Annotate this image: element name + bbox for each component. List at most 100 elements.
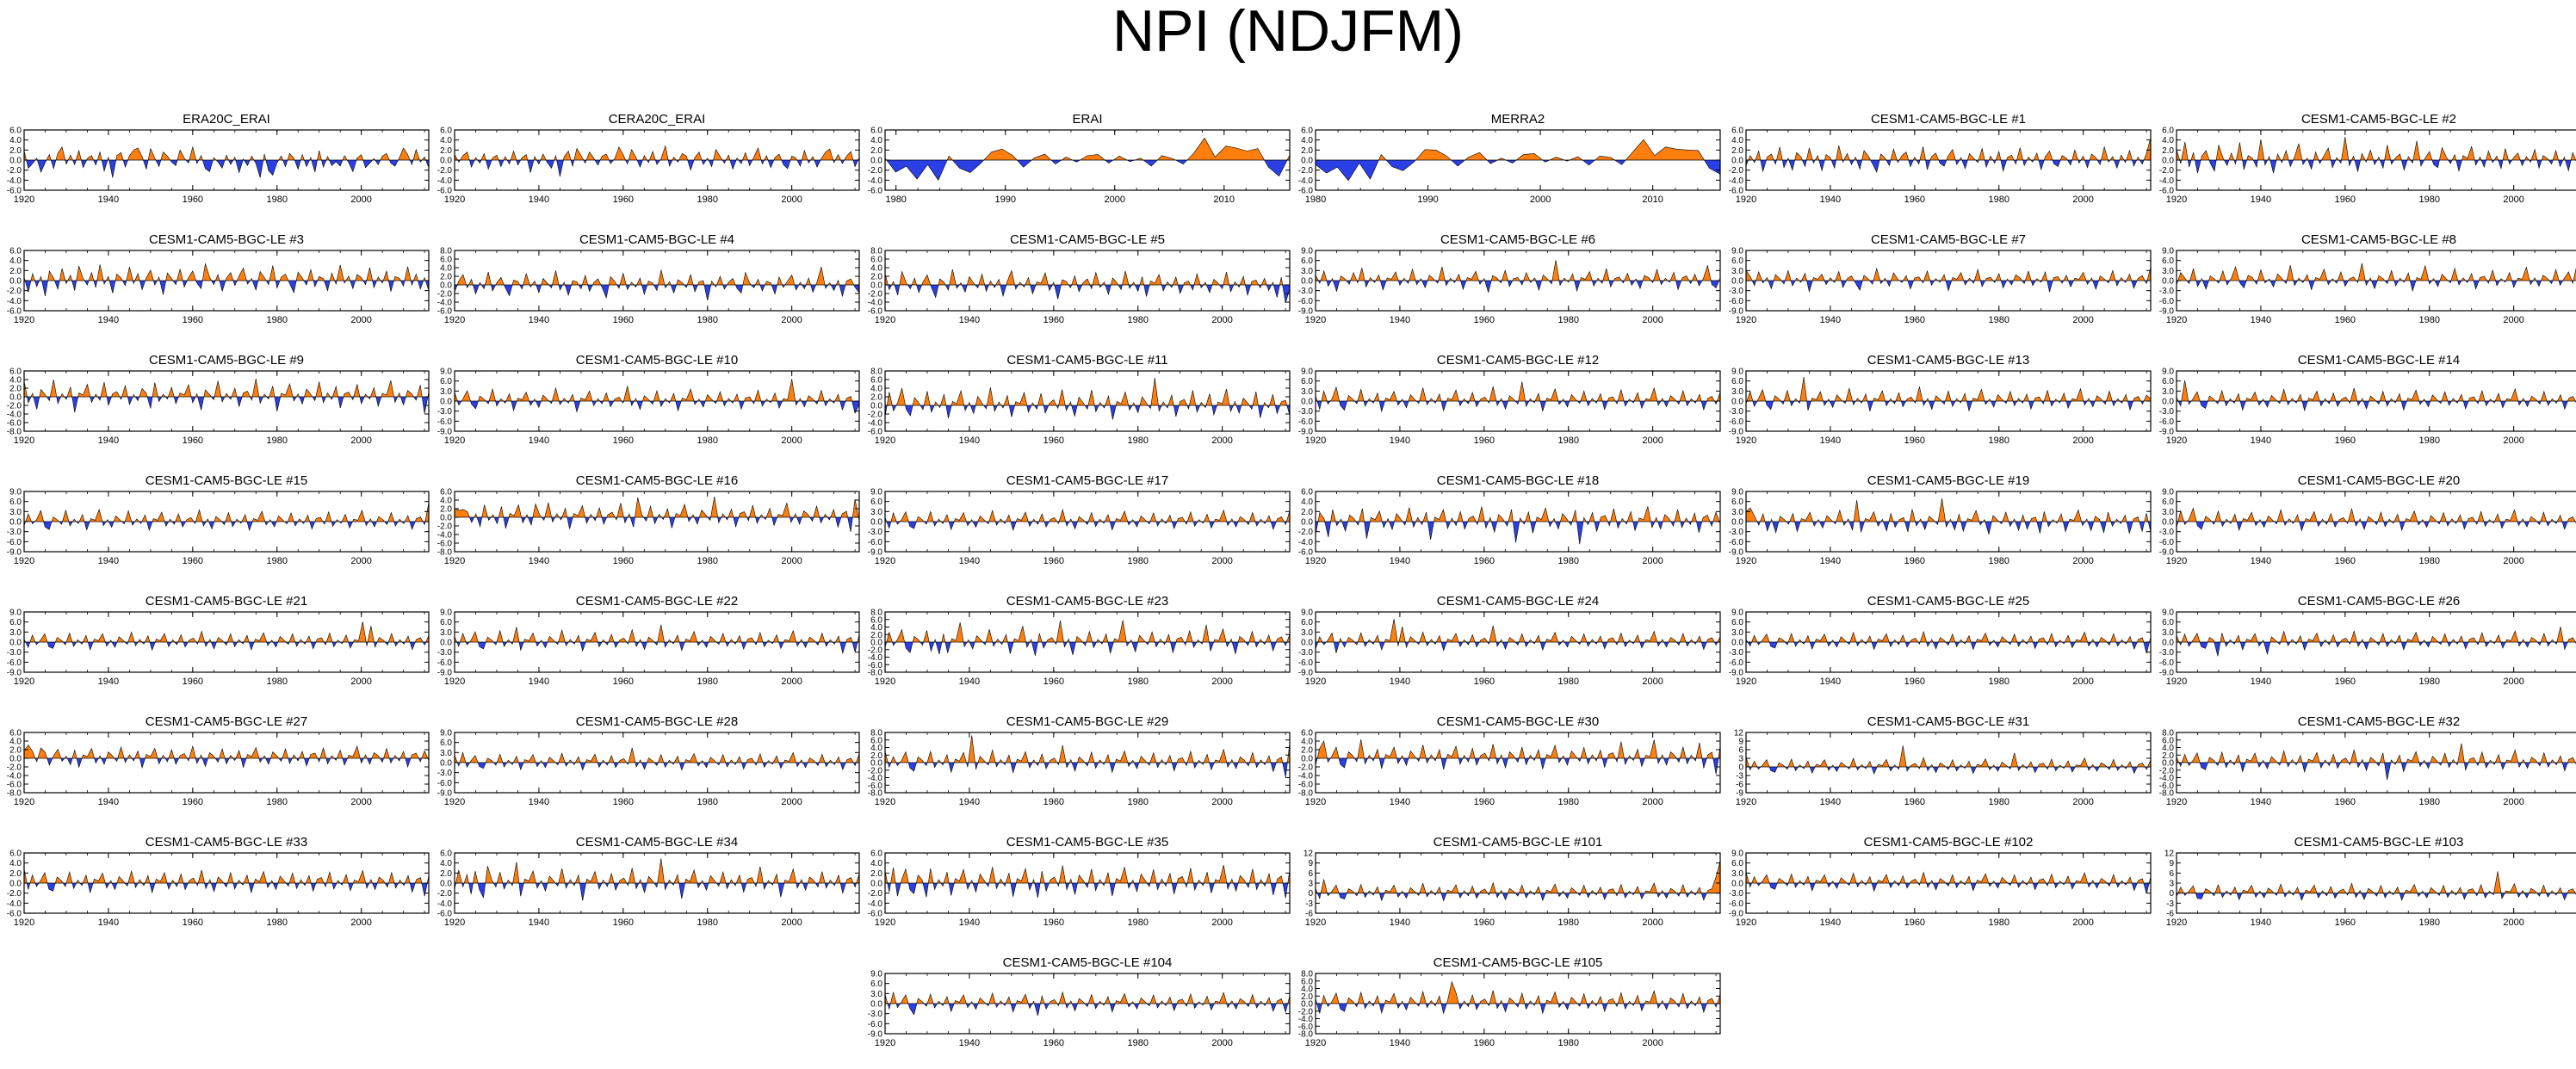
x-tick-label: 1940 — [959, 315, 980, 325]
x-tick-label: 1960 — [1043, 436, 1064, 446]
y-tick-label: 4.0 — [1731, 136, 1743, 145]
x-tick-label: 1980 — [267, 556, 288, 566]
positive-area — [1746, 267, 2151, 281]
y-tick-label: -6.0 — [437, 540, 453, 549]
y-tick-label: -6 — [1305, 910, 1313, 919]
y-tick-label: -6.0 — [1729, 538, 1744, 547]
y-tick-label: 6 — [1738, 746, 1743, 756]
x-tick-label: 1960 — [613, 677, 634, 687]
x-tick-label: 1980 — [2419, 556, 2440, 566]
y-tick-label: -6.0 — [1298, 417, 1314, 427]
x-tick-label: 1920 — [1736, 436, 1756, 446]
x-tick-label: 1980 — [1989, 797, 2009, 807]
y-tick-label: -8.0 — [1298, 789, 1314, 799]
x-tick-label: 1960 — [2335, 315, 2356, 325]
x-tick-label: 1980 — [1305, 195, 1326, 205]
x-tick-label: 1940 — [98, 556, 119, 566]
y-tick-label: 0.0 — [2162, 759, 2174, 769]
y-tick-label: -6.0 — [437, 779, 453, 788]
y-tick-label: 6.0 — [440, 127, 452, 136]
y-tick-label: 0.0 — [870, 759, 882, 769]
x-tick-label: 2000 — [2072, 195, 2093, 205]
x-tick-label: 1920 — [1305, 1038, 1326, 1048]
panel: CESM1-CAM5-BGC-LE #22 9.06.03.00.0-3.0-6.… — [437, 594, 860, 687]
panel-title: CESM1-CAM5-BGC-LE #105 — [1434, 955, 1603, 970]
x-tick-label: 1920 — [14, 677, 34, 687]
panel: CESM1-CAM5-BGC-LE #26 9.06.03.00.0-3.0-6.… — [2159, 594, 2576, 687]
x-tick-label: 2000 — [781, 797, 802, 807]
y-tick-label: -9.0 — [1298, 428, 1314, 437]
y-tick-label: -4.0 — [868, 653, 883, 663]
y-tick-label: 0.0 — [9, 755, 22, 764]
plot-frame — [454, 250, 860, 312]
x-tick-label: 2000 — [1530, 195, 1551, 205]
x-tick-label: 2000 — [350, 436, 371, 446]
x-tick-label: 1980 — [1128, 797, 1149, 807]
x-tick-label: 1980 — [1128, 1038, 1149, 1048]
figure-title: NPI (NDJFM) — [1112, 0, 1464, 64]
positive-area — [2177, 508, 2576, 522]
x-tick-label: 1980 — [1128, 436, 1149, 446]
series-line — [24, 378, 429, 414]
x-tick-label: 2000 — [1211, 918, 1232, 928]
y-tick-label: -6.0 — [2159, 297, 2175, 306]
y-tick-label: -2.0 — [437, 522, 453, 532]
positive-area — [2177, 137, 2576, 160]
panel-title: CESM1-CAM5-BGC-LE #30 — [1437, 714, 1599, 729]
x-tick-label: 1920 — [2166, 315, 2187, 325]
y-tick-label: 6.0 — [1731, 618, 1743, 627]
y-tick-label: -3.0 — [1298, 648, 1314, 658]
panel: CESM1-CAM5-BGC-LE #11 8.06.04.02.00.0-2.0… — [868, 353, 1291, 446]
y-tick-label: 4.0 — [9, 859, 22, 868]
positive-area — [885, 865, 1290, 883]
y-tick-label: 2.0 — [440, 869, 452, 879]
y-tick-label: 3.0 — [440, 628, 452, 638]
x-tick-label: 1960 — [1904, 556, 1925, 566]
panel-title: CESM1-CAM5-BGC-LE #11 — [1006, 353, 1167, 368]
y-tick-label: 0.0 — [1731, 277, 1743, 287]
x-tick-label: 1960 — [613, 315, 634, 325]
x-tick-label: 1920 — [1736, 556, 1756, 566]
y-tick-label: 2.0 — [9, 746, 22, 756]
y-tick-label: 0.0 — [9, 393, 22, 403]
y-tick-label: 6.0 — [870, 497, 882, 507]
y-tick-label: -3.0 — [2159, 407, 2175, 417]
x-tick-label: 1940 — [98, 315, 119, 325]
x-tick-label: 1920 — [1736, 797, 1756, 807]
x-tick-label: 1940 — [529, 797, 549, 807]
y-tick-label: 2.0 — [2162, 751, 2174, 761]
x-tick-label: 1940 — [2251, 556, 2271, 566]
y-tick-label: 2.0 — [2162, 146, 2174, 156]
y-tick-label: 0.0 — [1301, 1000, 1313, 1010]
panel-title: CESM1-CAM5-BGC-LE #103 — [2294, 835, 2464, 850]
x-tick-label: 1980 — [1989, 918, 2009, 928]
y-tick-label: -6.0 — [868, 187, 883, 196]
y-tick-label: -6.0 — [7, 419, 22, 429]
y-tick-label: 6.0 — [870, 127, 882, 136]
x-tick-label: 1920 — [2166, 677, 2187, 687]
y-tick-label: 4.0 — [1301, 738, 1313, 747]
y-tick-label: 9 — [1308, 859, 1313, 868]
positive-area — [1316, 739, 1720, 758]
positive-area — [1316, 260, 1720, 281]
y-tick-label: 4.0 — [9, 738, 22, 747]
y-tick-label: -3.0 — [1729, 528, 1744, 537]
y-tick-label: 9.0 — [1731, 247, 1743, 256]
y-tick-label: 3.0 — [9, 628, 22, 638]
negative-area — [24, 522, 429, 531]
y-tick-label: 0.0 — [1301, 518, 1313, 528]
panel: CESM1-CAM5-BGC-LE #28 9.06.03.00.0-3.0-6.… — [437, 714, 860, 807]
panel: CESM1-CAM5-BGC-LE #19 9.06.03.00.0-3.0-6.… — [1729, 473, 2152, 566]
y-tick-label: -2.0 — [1298, 528, 1314, 537]
x-tick-label: 1920 — [1736, 677, 1756, 687]
plot-frame — [2176, 852, 2576, 914]
y-tick-label: -2.0 — [868, 889, 883, 899]
x-tick-label: 2000 — [1642, 677, 1663, 687]
y-tick-label: 3.0 — [870, 508, 882, 517]
x-tick-label: 1920 — [2166, 556, 2187, 566]
x-tick-label: 1940 — [98, 195, 119, 205]
y-tick-label: 0.0 — [870, 281, 882, 291]
x-tick-label: 1960 — [1474, 1038, 1495, 1048]
x-tick-label: 1920 — [14, 797, 34, 807]
y-tick-label: -9.0 — [1729, 307, 1744, 317]
